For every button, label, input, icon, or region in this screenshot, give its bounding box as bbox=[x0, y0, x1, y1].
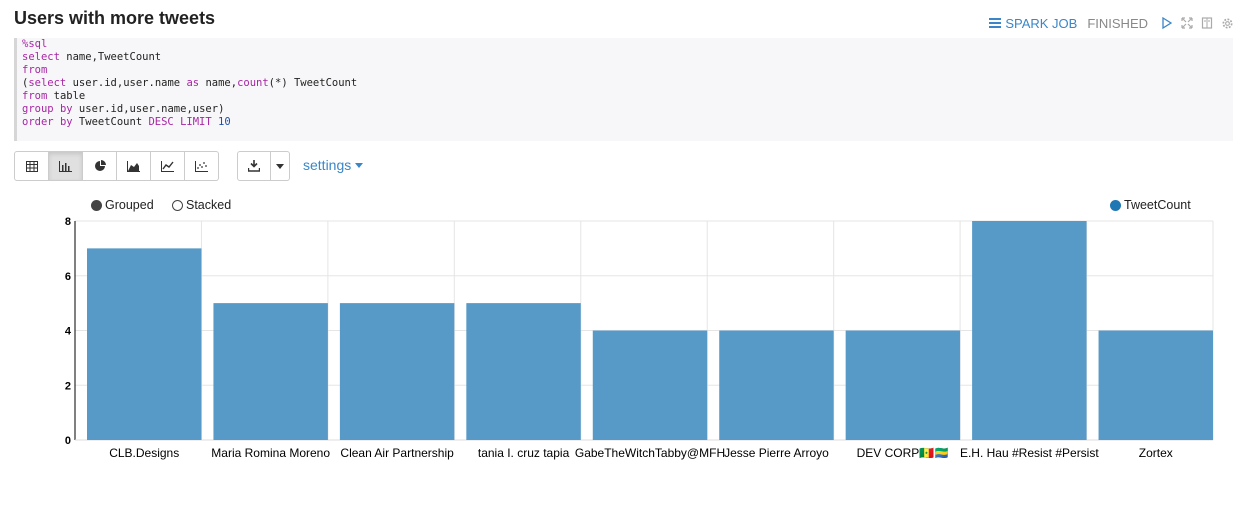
scatter-chart-view-button[interactable] bbox=[185, 151, 219, 181]
x-tick-label: DEV CORP🇸🇳🇬🇦 bbox=[857, 446, 950, 460]
code-line: order by TweetCount DESC LIMIT 10 bbox=[22, 116, 1233, 129]
code-editor[interactable]: %sql select name,TweetCount from (select… bbox=[14, 38, 1233, 141]
line-chart-icon bbox=[161, 160, 174, 172]
bar bbox=[339, 303, 455, 440]
y-tick-label: 6 bbox=[65, 271, 71, 283]
download-dropdown-toggle[interactable] bbox=[271, 151, 290, 181]
stacked-label: Stacked bbox=[186, 198, 232, 212]
book-icon[interactable] bbox=[1200, 16, 1214, 30]
stacked-radio[interactable]: Stacked bbox=[172, 198, 231, 212]
x-tick-label: Zortex bbox=[1139, 446, 1173, 460]
expand-icon[interactable] bbox=[1180, 16, 1194, 30]
code-line: from table bbox=[22, 90, 1233, 103]
line-chart-view-button[interactable] bbox=[151, 151, 185, 181]
list-icon bbox=[989, 18, 1002, 28]
legend-item-tweetcount[interactable]: TweetCount bbox=[1110, 198, 1191, 212]
stacked-radio-dot bbox=[172, 199, 183, 211]
gear-icon[interactable] bbox=[1220, 16, 1234, 30]
y-tick-label: 0 bbox=[65, 435, 71, 447]
code-text: group by user.id,user.name,user) bbox=[22, 103, 225, 115]
caret-down-icon bbox=[355, 162, 364, 168]
spark-job-link[interactable]: SPARK JOB bbox=[989, 16, 1077, 31]
code-line: %sql bbox=[22, 38, 1233, 51]
bar bbox=[719, 330, 834, 440]
status-text: FINISHED bbox=[1087, 15, 1148, 31]
x-tick-label: Maria Romina Moreno bbox=[211, 446, 330, 460]
grouped-label: Grouped bbox=[105, 198, 154, 212]
pie-chart-icon bbox=[94, 160, 106, 171]
legend-series-dot bbox=[1110, 199, 1121, 211]
y-tick-label: 8 bbox=[65, 216, 71, 228]
download-icon bbox=[248, 160, 260, 172]
area-chart-view-button[interactable] bbox=[117, 151, 151, 181]
x-tick-label: tania I. cruz tapia bbox=[478, 446, 570, 460]
bar bbox=[1098, 330, 1213, 440]
grouped-radio[interactable]: Grouped bbox=[91, 198, 154, 212]
code-line: from bbox=[22, 64, 1233, 77]
code-text: %sql bbox=[22, 38, 48, 50]
download-button[interactable] bbox=[237, 151, 271, 181]
download-button-group bbox=[237, 151, 290, 181]
bar bbox=[87, 248, 202, 440]
x-tick-label: GabeTheWitchTabby@MFH bbox=[575, 446, 725, 460]
code-text: from table bbox=[22, 90, 86, 102]
visualization-toolbar bbox=[14, 151, 219, 181]
code-line: (select user.id,user.name as name,count(… bbox=[22, 77, 1233, 90]
legend-series-label: TweetCount bbox=[1124, 198, 1191, 212]
code-line: select name,TweetCount bbox=[22, 51, 1233, 64]
paragraph-status: SPARK JOB FINISHED bbox=[989, 14, 1234, 32]
bar bbox=[845, 330, 961, 440]
bar bbox=[213, 303, 328, 440]
bar bbox=[592, 330, 708, 440]
code-text: select name,TweetCount bbox=[22, 51, 162, 63]
pie-chart-view-button[interactable] bbox=[83, 151, 117, 181]
bar-chart-icon bbox=[59, 160, 72, 172]
code-text: order by TweetCount DESC LIMIT 10 bbox=[22, 116, 231, 128]
code-text: from bbox=[22, 64, 48, 76]
bar-chart: 0 2 4 6 8 CLB.Designs Maria Romina Moreno Clean… bbox=[65, 216, 1214, 460]
y-tick-label: 4 bbox=[65, 326, 72, 338]
settings-label: settings bbox=[303, 157, 352, 173]
spark-job-label: SPARK JOB bbox=[1005, 15, 1078, 31]
x-tick-label: Clean Air Partnership bbox=[340, 446, 454, 460]
scatter-chart-icon bbox=[195, 160, 208, 172]
bar bbox=[972, 221, 1087, 440]
grouped-radio-dot bbox=[91, 199, 102, 211]
settings-dropdown[interactable]: settings bbox=[303, 157, 364, 173]
y-tick-label: 2 bbox=[65, 380, 71, 392]
code-line: group by user.id,user.name,user) bbox=[22, 103, 1233, 116]
x-tick-label: Jesse Pierre Arroyo bbox=[724, 446, 829, 460]
bar bbox=[466, 303, 581, 440]
area-chart-icon bbox=[127, 160, 140, 172]
caret-down-icon bbox=[276, 163, 284, 169]
table-icon bbox=[25, 160, 38, 172]
bar-chart-view-button[interactable] bbox=[49, 151, 83, 181]
paragraph-title: Users with more tweets bbox=[14, 8, 216, 28]
x-tick-label: E.H. Hau #Resist #Persist bbox=[960, 446, 1099, 460]
run-icon[interactable] bbox=[1160, 16, 1174, 30]
table-view-button[interactable] bbox=[14, 151, 49, 181]
code-text: (select user.id,user.name as name,count(… bbox=[22, 77, 358, 89]
x-tick-label: CLB.Designs bbox=[109, 446, 179, 460]
